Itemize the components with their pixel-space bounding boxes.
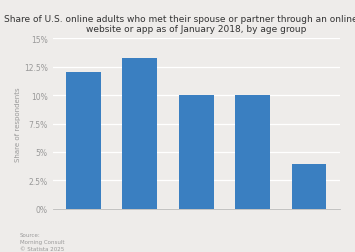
Bar bbox=[235, 96, 270, 209]
Bar bbox=[179, 96, 214, 209]
Bar bbox=[122, 58, 157, 209]
Text: Source:
Morning Consult
© Statista 2025: Source: Morning Consult © Statista 2025 bbox=[20, 233, 64, 251]
Y-axis label: Share of respondents: Share of respondents bbox=[15, 87, 21, 161]
Bar bbox=[66, 73, 101, 209]
Bar bbox=[291, 165, 327, 209]
Title: Share of U.S. online adults who met their spouse or partner through an online da: Share of U.S. online adults who met thei… bbox=[4, 15, 355, 34]
